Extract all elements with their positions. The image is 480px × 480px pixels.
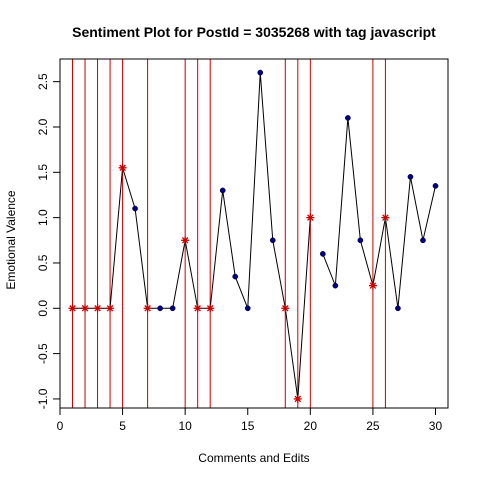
series-line [72,72,436,400]
y-tick-label: 0.0 [36,300,50,317]
data-point [407,173,414,180]
x-tick-label: 5 [119,419,126,433]
x-tick-label: 10 [178,419,192,433]
data-point [420,237,426,244]
data-point [169,305,176,312]
data-point [157,305,163,312]
data-point-star [293,394,302,403]
data-point [244,305,251,312]
data-point-star [193,304,202,313]
data-point-star [306,213,315,222]
data-point [395,305,401,312]
y-tick-label: -0.5 [36,343,50,364]
x-tick-label: 15 [241,419,255,433]
x-tick-label: 20 [304,419,318,433]
data-point [319,251,326,257]
data-point [132,205,138,212]
data-point-star [81,304,90,313]
data-point-star [181,236,190,245]
y-tick-label: 1.0 [36,209,50,226]
data-point-star [106,304,115,313]
data-point [219,187,226,194]
x-tick-label: 30 [429,419,443,433]
data-points [68,69,439,403]
y-tick-label: -1.0 [36,388,50,409]
x-axis: 0 5 10 15 20 25 30 [57,407,443,433]
data-point [232,273,239,280]
data-point-star [368,281,377,290]
y-tick-label: 1.5 [36,164,50,181]
data-point-star [93,304,102,313]
data-point [357,237,364,244]
data-point [269,237,276,244]
x-axis-label: Comments and Edits [198,451,309,465]
series-line-segment [322,117,436,309]
data-point-star [68,304,77,313]
plot-frame [59,58,449,409]
y-axis: -1.0 -0.5 0.0 0.5 1.0 1.5 2.0 2.5 [36,73,61,409]
data-point-star [206,304,215,313]
data-point [345,115,351,121]
data-point [432,183,439,189]
chart-title: Sentiment Plot for PostId = 3035268 with… [72,24,436,40]
data-point [257,69,264,76]
series-line-segment [72,72,311,400]
data-point-star [281,304,290,313]
y-tick-label: 2.5 [36,73,50,90]
y-axis-label: Emotional Valence [4,190,18,289]
data-point [332,282,339,289]
y-tick-label: 2.0 [36,118,50,135]
data-point-star [381,213,390,222]
data-point-star [118,163,127,172]
data-point-star [143,304,152,313]
x-tick-label: 25 [366,419,380,433]
y-tick-label: 0.5 [36,254,50,271]
x-tick-label: 0 [57,419,64,433]
vertical-markers [72,59,386,408]
